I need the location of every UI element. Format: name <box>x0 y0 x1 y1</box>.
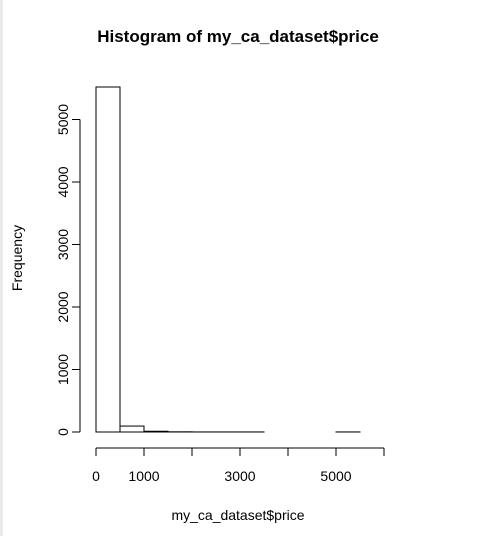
x-axis: 0 1000 3000 5000 <box>92 447 385 484</box>
y-tick-label: 5000 <box>55 104 71 135</box>
histogram-bars <box>95 86 361 433</box>
histogram-bar <box>119 425 145 433</box>
x-tick-label: 0 <box>92 468 100 484</box>
y-tick-label: 2000 <box>55 291 71 322</box>
histogram-bar <box>143 430 169 433</box>
window-edge <box>0 0 3 536</box>
y-axis-label: Frequency <box>9 225 25 291</box>
x-axis-label: my_ca_dataset$price <box>171 507 304 523</box>
histogram-bar <box>95 86 121 433</box>
y-tick-label: 4000 <box>55 166 71 197</box>
x-tick-label: 3000 <box>224 468 255 484</box>
y-axis: 0 1000 2000 3000 4000 5000 <box>55 104 81 436</box>
y-tick-label: 0 <box>55 428 71 436</box>
y-tick-label: 3000 <box>55 229 71 260</box>
x-tick-label: 1000 <box>128 468 159 484</box>
chart-title: Histogram of my_ca_dataset$price <box>97 27 379 46</box>
x-tick-label: 5000 <box>320 468 351 484</box>
y-tick-label: 1000 <box>55 354 71 385</box>
